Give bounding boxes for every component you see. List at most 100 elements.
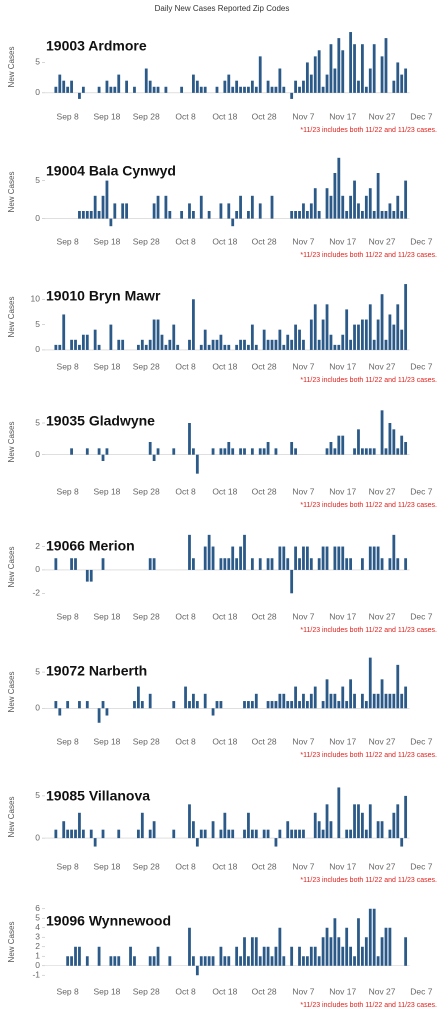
bar: [325, 679, 329, 709]
bar: [93, 329, 97, 350]
bar: [227, 344, 231, 350]
bar: [180, 86, 184, 93]
bar: [298, 829, 301, 839]
bar: [298, 558, 301, 570]
bar: [278, 546, 282, 570]
bar: [388, 829, 392, 839]
bar: [349, 32, 353, 93]
x-tick-label: Nov 7: [292, 236, 314, 246]
bar: [384, 448, 388, 455]
bar: [101, 195, 105, 219]
bar: [239, 956, 242, 966]
y-tick-label: 6: [35, 903, 40, 913]
y-tick-label: 10: [31, 294, 41, 304]
bar: [274, 946, 278, 966]
bar: [144, 344, 148, 350]
bar: [188, 927, 191, 966]
bar: [93, 195, 97, 219]
footnote: *11/23 includes both 11/22 and 11/23 cas…: [300, 127, 437, 134]
bar: [254, 937, 258, 966]
bar: [156, 448, 160, 455]
bar: [81, 829, 85, 839]
bar: [239, 339, 242, 350]
footnote: *11/23 includes both 11/22 and 11/23 cas…: [300, 752, 437, 759]
bar: [270, 701, 274, 709]
bar: [85, 956, 89, 966]
bar: [372, 908, 376, 966]
bar: [313, 686, 317, 709]
bar: [270, 558, 274, 570]
bar: [74, 339, 77, 350]
bar: [298, 329, 301, 350]
bar: [101, 558, 105, 570]
bar: [85, 569, 89, 582]
bar: [58, 74, 62, 93]
bar: [121, 339, 125, 350]
bar: [345, 927, 349, 966]
bar: [266, 701, 270, 709]
x-tick-label: Sep 18: [93, 361, 120, 371]
bar: [392, 693, 396, 709]
x-tick-label: Nov 27: [369, 611, 396, 621]
bar: [321, 937, 325, 966]
y-tick-label: 5: [35, 57, 40, 67]
x-tick-label: Oct 28: [252, 861, 277, 871]
bar: [290, 211, 294, 219]
bar: [357, 804, 360, 839]
bar: [85, 448, 89, 455]
panel-title: 19066 Merion: [46, 538, 135, 554]
x-tick-label: Nov 17: [329, 361, 356, 371]
bar: [388, 314, 392, 350]
bar: [298, 86, 301, 93]
bar: [192, 821, 195, 839]
bar: [400, 435, 404, 455]
bar: [70, 956, 73, 966]
bar: [215, 339, 219, 350]
bar: [372, 339, 376, 350]
bar: [66, 701, 70, 709]
x-tick-label: Oct 8: [175, 736, 196, 746]
bar: [227, 829, 231, 839]
bar: [278, 693, 282, 709]
bar: [250, 829, 254, 839]
y-tick-label: 2: [35, 941, 40, 951]
bar: [309, 319, 313, 350]
bar: [400, 838, 404, 847]
bar: [380, 56, 384, 93]
bar: [78, 344, 81, 350]
bar: [172, 701, 176, 709]
bar: [62, 80, 66, 93]
bar: [329, 821, 333, 839]
bar: [368, 68, 372, 93]
bar: [199, 195, 203, 219]
bar: [121, 203, 125, 219]
bar: [258, 448, 262, 455]
bar: [337, 38, 341, 93]
bar: [302, 693, 305, 709]
bar: [345, 309, 349, 350]
bar: [302, 339, 305, 350]
bar: [388, 423, 392, 455]
y-tick-label: 5: [35, 790, 40, 800]
bar: [353, 956, 356, 966]
bar: [105, 80, 109, 93]
x-tick-label: Sep 18: [93, 861, 120, 871]
bar: [329, 693, 333, 709]
x-tick-label: Sep 18: [93, 611, 120, 621]
bar: [148, 829, 152, 839]
x-tick-label: Oct 18: [212, 986, 237, 996]
bar: [172, 829, 176, 839]
x-tick-label: Sep 8: [57, 861, 79, 871]
bar: [239, 195, 242, 219]
bar: [78, 92, 81, 99]
y-axis-label: New Cases: [7, 547, 16, 588]
bar: [341, 50, 345, 93]
x-tick-label: Oct 28: [252, 361, 277, 371]
bar: [325, 304, 329, 350]
bar: [117, 956, 121, 966]
bar: [313, 304, 317, 350]
bar: [192, 448, 195, 455]
bar: [321, 546, 325, 570]
bar: [54, 701, 58, 709]
x-tick-label: Nov 17: [329, 736, 356, 746]
